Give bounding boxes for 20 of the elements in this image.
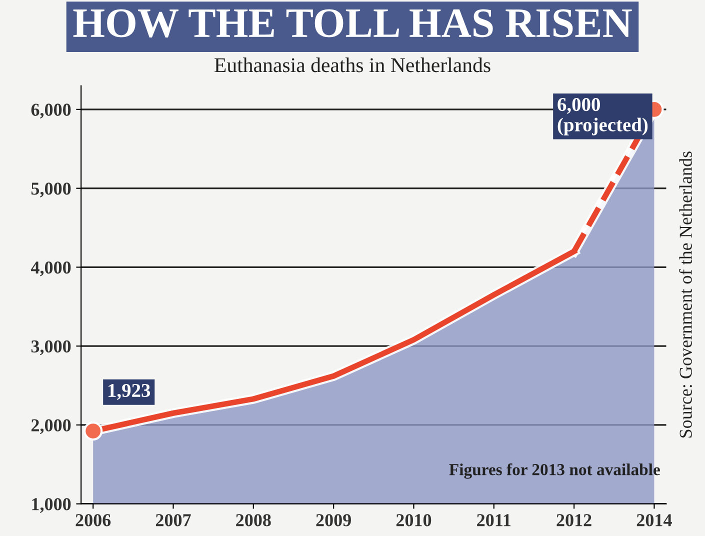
x-tick-label: 2011: [477, 514, 511, 526]
y-tick-label: 3,000: [31, 340, 71, 356]
chart-subtitle: Euthanasia deaths in Netherlands: [214, 58, 490, 72]
y-tick-label: 5,000: [31, 182, 71, 198]
x-tick-label: 2006: [76, 514, 111, 526]
annotation: 1,923: [108, 384, 150, 400]
x-tick-label: 2012: [556, 514, 592, 526]
annotation: Figures for 2013 not available: [449, 463, 660, 479]
x-tick-label: 2008: [236, 514, 271, 526]
x-tick-label: 2014: [636, 514, 672, 526]
x-tick-label: 2007: [156, 514, 191, 526]
y-tick-label: 1,000: [32, 498, 71, 513]
y-tick-label: 2,000: [31, 419, 71, 434]
x-tick-label: 2009: [316, 514, 351, 526]
x-tick-label: 2010: [396, 514, 432, 526]
chart-title: HOW THE TOLL HAS RISEN: [73, 9, 632, 38]
y-tick-label: 4,000: [30, 261, 71, 276]
annotation: 6,000 (projected): [558, 98, 648, 136]
source-note: Source: Government of the Netherlands: [679, 152, 692, 438]
y-tick-label: 6,000: [31, 104, 71, 118]
